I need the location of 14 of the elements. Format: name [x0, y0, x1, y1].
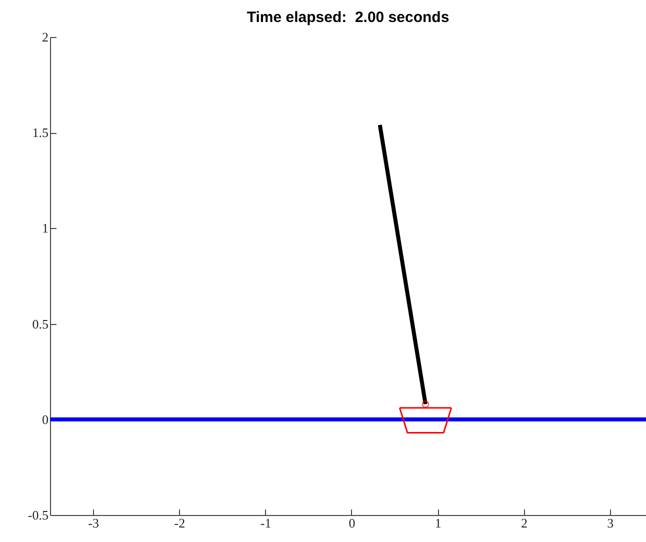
- y-tick-label: 2: [42, 30, 48, 44]
- y-tick-label: 0: [42, 412, 48, 427]
- y-tick-label: -0.5: [28, 508, 48, 522]
- x-tick-label: 1: [434, 516, 442, 530]
- x-tick-label: 0: [348, 516, 356, 530]
- x-tick-label: -2: [174, 516, 186, 530]
- x-tick-label: 3: [607, 516, 614, 530]
- chart-title: Time elapsed: 2.00 seconds: [246, 9, 450, 26]
- x-tick-label: 2: [520, 516, 528, 530]
- y-tick-label: 1: [42, 220, 48, 236]
- x-tick-label: -1: [260, 516, 272, 530]
- y-tick-label: 1.5: [32, 125, 48, 140]
- y-tick-label: 0.5: [32, 316, 48, 332]
- x-tick-label: -3: [88, 516, 99, 530]
